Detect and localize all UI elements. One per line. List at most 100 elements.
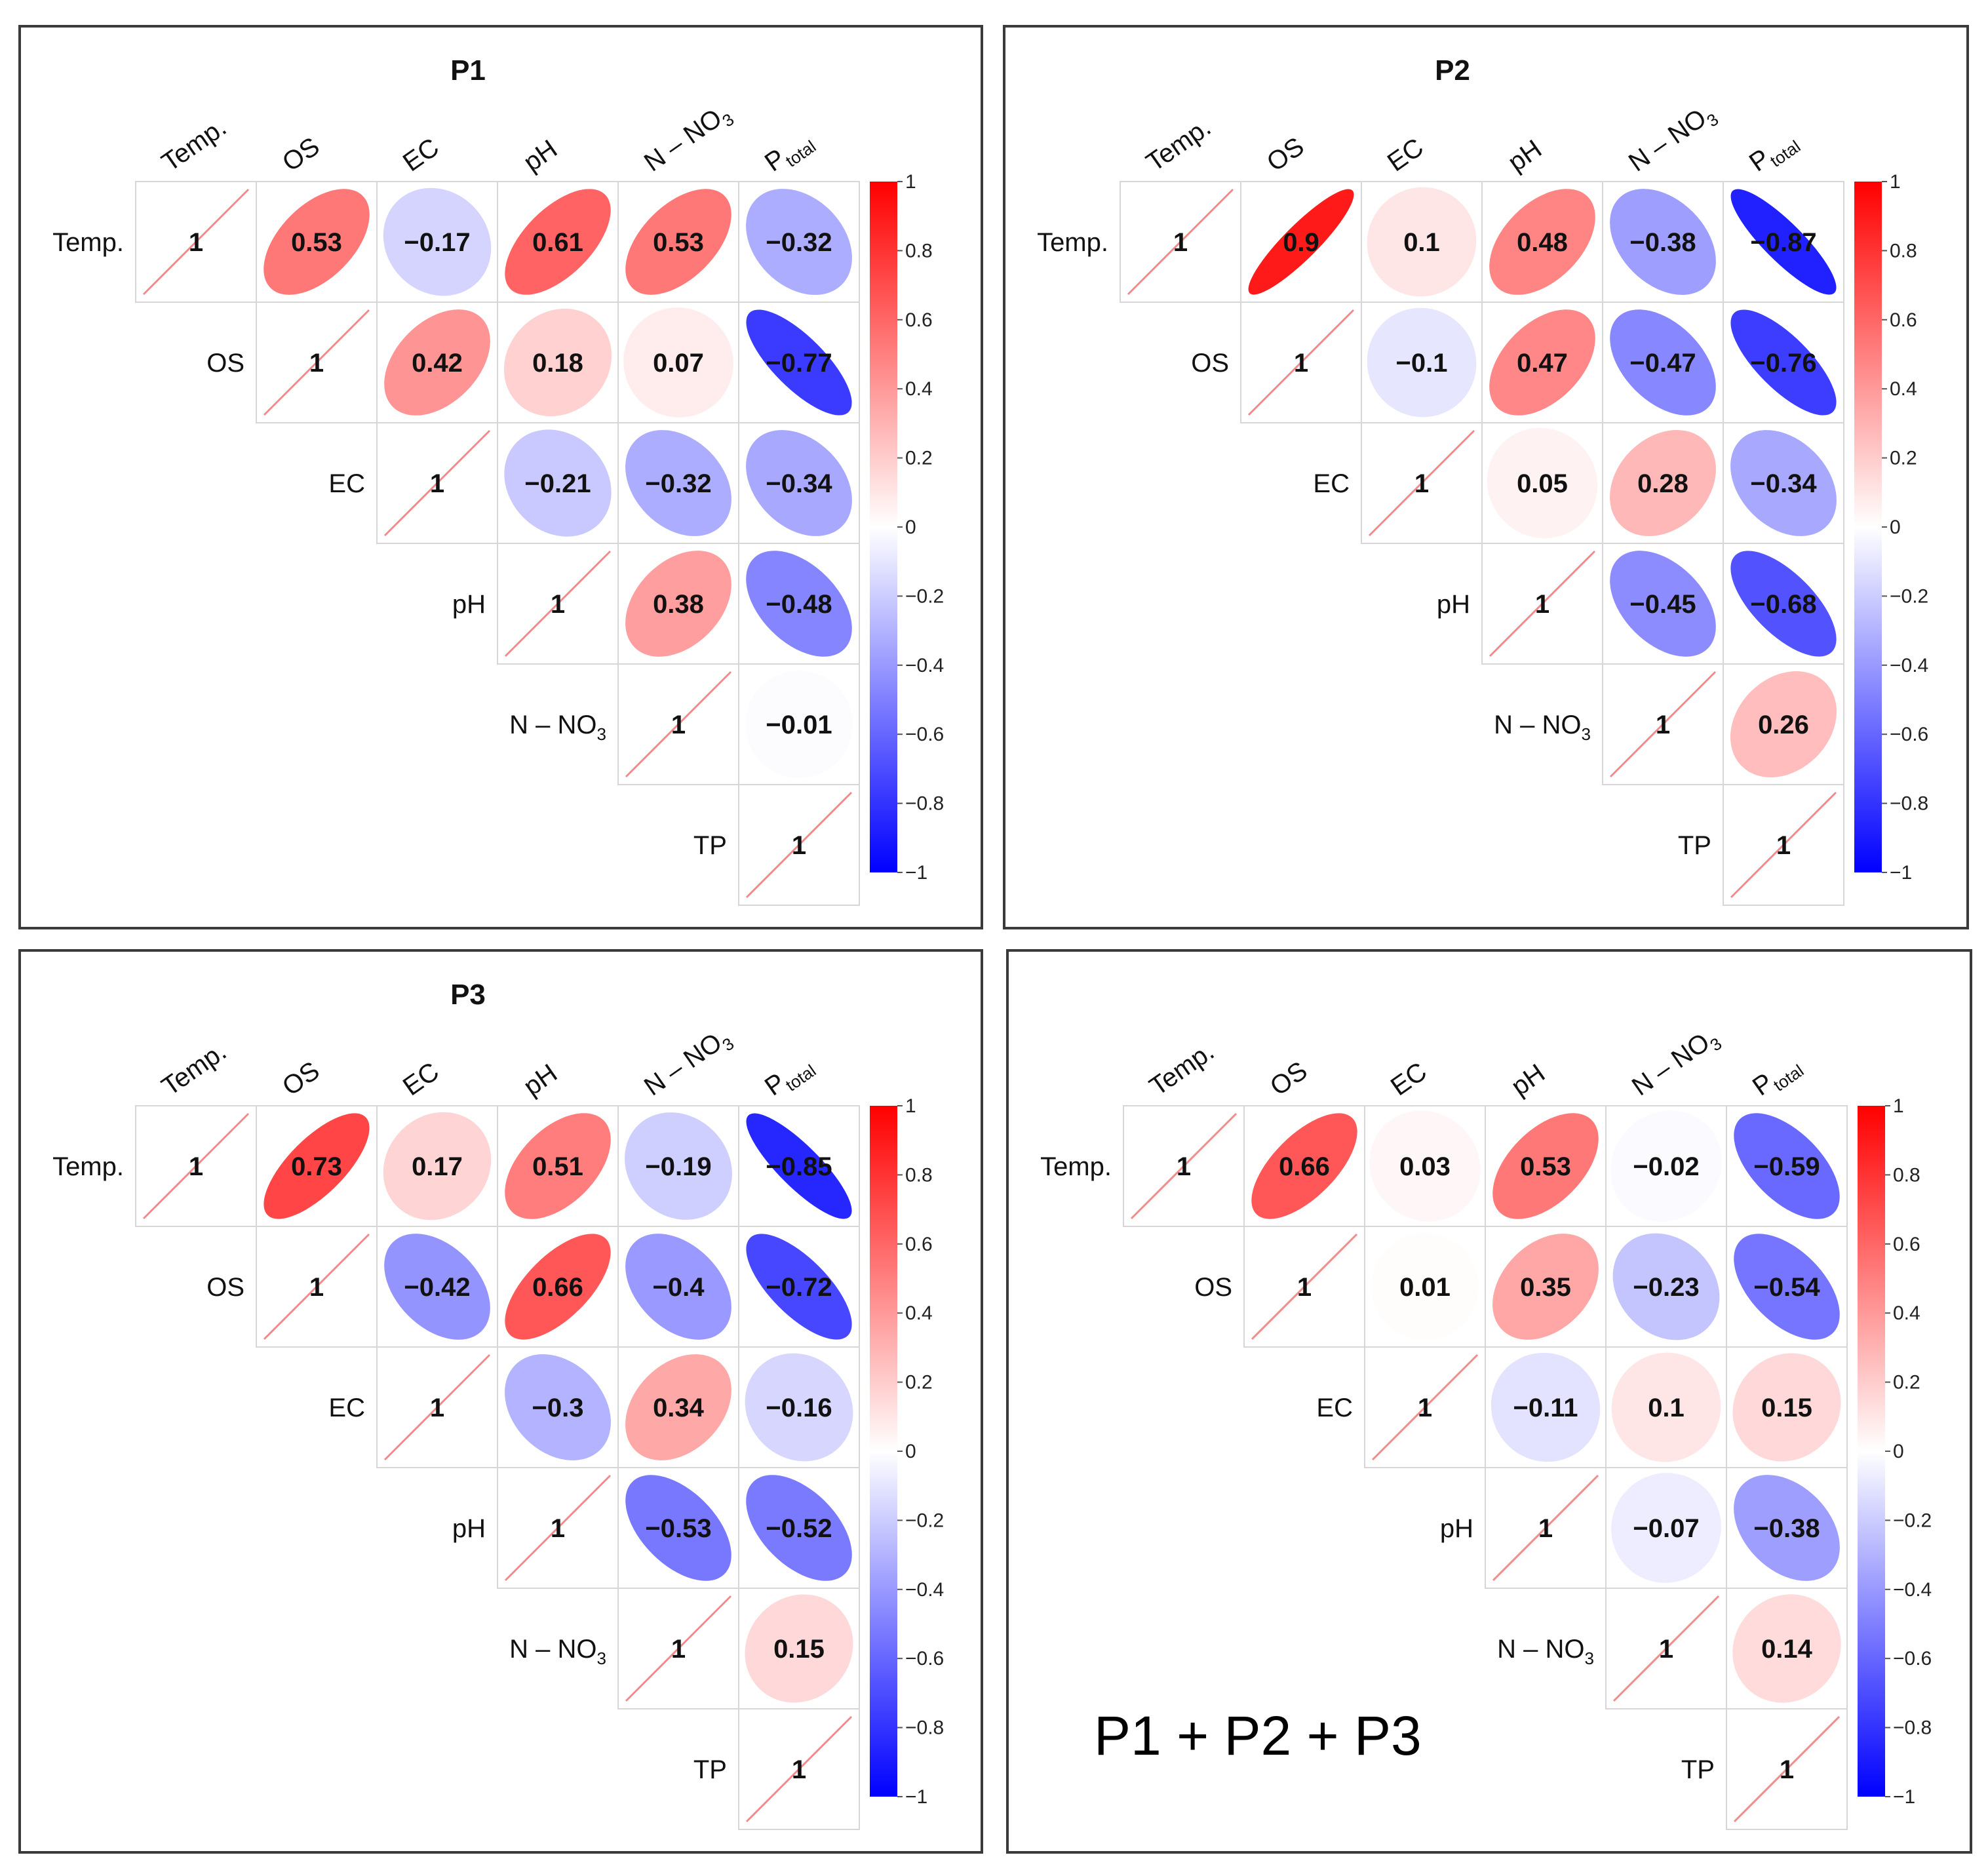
correlation-ellipse xyxy=(1734,1113,1840,1219)
correlation-ellipse xyxy=(1611,1473,1721,1583)
correlation-value: −0.07 xyxy=(1633,1514,1699,1543)
correlation-value: 0.05 xyxy=(1517,469,1568,498)
correlation-ellipse xyxy=(625,1112,732,1220)
diagonal-value: 1 xyxy=(671,711,686,739)
colorbar xyxy=(1858,1106,1885,1797)
correlation-ellipse xyxy=(503,308,612,417)
diagonal-line xyxy=(504,1474,612,1582)
diagonal-line xyxy=(1612,1595,1720,1702)
diagonal-value: 1 xyxy=(671,1635,686,1664)
correlation-ellipse xyxy=(746,189,852,295)
colorbar-tick-label: 1 xyxy=(905,171,916,193)
diagonal-value: 1 xyxy=(1418,1394,1432,1422)
column-label: EC xyxy=(1382,132,1429,177)
column-label: OS xyxy=(277,132,325,177)
row-label: pH xyxy=(452,590,486,619)
colorbar-tick-label: −1 xyxy=(1890,862,1912,884)
correlation-value: 0.53 xyxy=(653,228,704,257)
correlation-ellipse xyxy=(1734,1475,1840,1581)
column-label: OS xyxy=(1262,132,1310,177)
column-label: EC xyxy=(398,132,444,177)
correlation-ellipse xyxy=(505,1113,611,1219)
diagonal-line xyxy=(745,791,853,899)
colorbar-tick-label: 0 xyxy=(1890,517,1901,538)
correlation-ellipse xyxy=(625,1354,731,1460)
correlation-value: 0.1 xyxy=(1648,1394,1685,1422)
row-label: EC xyxy=(1316,1394,1353,1422)
correlation-value: −0.76 xyxy=(1750,349,1816,378)
row-label: pH xyxy=(1440,1514,1473,1543)
correlation-value: 0.03 xyxy=(1399,1152,1451,1181)
diagonal-value: 1 xyxy=(430,469,444,498)
panel-p1: P1 Temp. OS EC pH N – NO3 Ptotal 1 0.53 −0.17 0.61… xyxy=(18,25,983,929)
correlation-ellipse xyxy=(1612,1233,1720,1340)
colorbar-tick-label: 0.4 xyxy=(905,1302,933,1324)
column-label: Ptotal xyxy=(760,1049,819,1105)
row-label: EC xyxy=(1313,469,1350,498)
correlation-value: −0.38 xyxy=(1629,228,1696,257)
diagonal-line xyxy=(1489,550,1596,657)
correlation-ellipse xyxy=(1369,1110,1481,1222)
column-label: pH xyxy=(1503,134,1547,177)
correlation-value: 0.38 xyxy=(653,590,704,619)
correlation-ellipse xyxy=(746,551,852,657)
correlation-ellipse xyxy=(1732,1353,1841,1462)
row-label: OS xyxy=(206,1273,244,1302)
colorbar-tick-label: 0.8 xyxy=(905,240,933,262)
correlation-ellipse xyxy=(1730,430,1837,536)
diagonal-line xyxy=(263,309,370,416)
correlation-ellipse xyxy=(1367,187,1477,297)
column-label: EC xyxy=(398,1057,444,1101)
correlation-ellipse xyxy=(384,1234,490,1340)
row-label: EC xyxy=(328,469,365,498)
column-label: Temp. xyxy=(1144,1037,1219,1102)
correlation-ellipse xyxy=(1732,1594,1841,1703)
correlation-value: 0.17 xyxy=(412,1152,463,1181)
correlation-value: 0.66 xyxy=(532,1273,583,1302)
correlation-ellipse xyxy=(1492,1234,1599,1340)
diagonal-value: 1 xyxy=(430,1394,444,1422)
correlation-value: −0.52 xyxy=(766,1514,832,1543)
correlation-ellipse xyxy=(1610,309,1716,416)
correlation-ellipse xyxy=(1730,551,1837,657)
correlation-value: 0.1 xyxy=(1403,228,1440,257)
diagonal-value: 1 xyxy=(551,1514,565,1543)
correlation-value: 0.42 xyxy=(412,349,463,378)
correlation-ellipse xyxy=(505,1354,611,1460)
diagonal-line xyxy=(142,188,250,296)
correlation-ellipse xyxy=(746,1234,852,1340)
correlation-ellipse xyxy=(1730,309,1837,416)
colorbar-tick-label: −1 xyxy=(905,1786,927,1808)
panel-combined: Temp. OS EC pH N – NO3 Ptotal 1 0.66 0.03 0.53 −0.… xyxy=(1006,949,1972,1854)
row-label: TP xyxy=(1678,831,1711,860)
colorbar-tick-label: −0.4 xyxy=(905,655,944,676)
colorbar-tick-label: 0.4 xyxy=(1893,1302,1920,1324)
corrplot-p3: P3 Temp. OS EC pH N – NO3 Ptotal 1 0.73 0.17 0.51 −… xyxy=(52,979,944,1830)
correlation-value: −0.23 xyxy=(1633,1273,1699,1302)
correlation-value: −0.17 xyxy=(404,228,470,257)
correlation-value: 0.01 xyxy=(1399,1273,1451,1302)
correlation-ellipse xyxy=(1610,430,1716,536)
chart-title: P2 xyxy=(1435,54,1470,87)
colorbar-tick-label: −0.8 xyxy=(905,1717,944,1739)
correlation-value: 0.14 xyxy=(1761,1635,1813,1664)
correlation-value: 0.15 xyxy=(773,1635,825,1664)
column-label: pH xyxy=(1506,1059,1550,1101)
column-label: Temp. xyxy=(1141,113,1216,178)
colorbar-tick-label: 0.2 xyxy=(1893,1372,1920,1394)
correlation-value: −0.77 xyxy=(766,349,832,378)
row-label: Temp. xyxy=(1040,1152,1112,1181)
colorbar xyxy=(870,182,897,872)
diagonal-line xyxy=(1127,188,1234,296)
colorbar-tick-label: 0.4 xyxy=(1890,378,1917,400)
row-label: EC xyxy=(328,1394,365,1422)
colorbar-tick-label: −0.2 xyxy=(905,1510,944,1531)
row-label: OS xyxy=(1194,1273,1232,1302)
column-label: pH xyxy=(518,1059,562,1101)
diagonal-value: 1 xyxy=(309,349,324,378)
colorbar-tick-label: −0.4 xyxy=(905,1579,944,1601)
diagonal-line xyxy=(1609,671,1717,778)
correlation-value: −0.21 xyxy=(524,469,591,498)
colorbar-tick-label: −0.6 xyxy=(1890,724,1928,745)
column-label: pH xyxy=(518,134,562,177)
